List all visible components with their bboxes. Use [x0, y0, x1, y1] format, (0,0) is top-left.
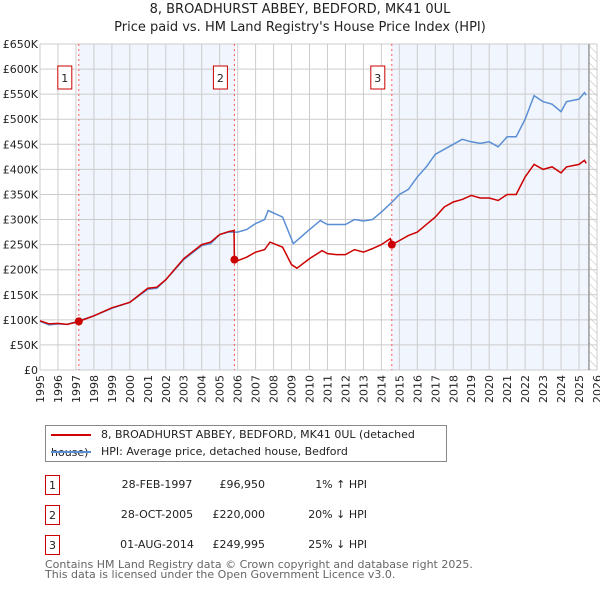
x-tick-label: 2021	[501, 375, 514, 403]
y-tick-label: £500K	[3, 113, 39, 126]
sale-label: 3	[374, 72, 381, 85]
x-tick-label: 1999	[106, 375, 119, 403]
blue-line-icon	[51, 451, 91, 453]
x-tick-label: 2016	[411, 375, 424, 403]
x-tick-label: 2009	[286, 375, 299, 403]
x-tick-label: 2007	[250, 375, 263, 403]
transaction-date: 01-AUG-2014	[120, 538, 194, 551]
x-tick-label: 2017	[429, 375, 442, 403]
transaction-hpi: 1% ↑ HPI	[315, 478, 367, 491]
property-price-line	[39, 159, 587, 326]
forecast-hatch	[588, 44, 597, 370]
x-tick-label: 1997	[70, 375, 83, 403]
sale-label-box	[370, 65, 386, 90]
y-tick-label: £100K	[3, 314, 39, 327]
x-tick-label: 2026	[591, 375, 600, 403]
legend-item-property: 8, BROADHURST ABBEY, BEDFORD, MK41 0UL (…	[51, 426, 446, 459]
x-tick-label: 2005	[214, 375, 227, 403]
x-tick-label: 2022	[519, 375, 532, 403]
y-tick-label: £550K	[3, 88, 39, 101]
x-tick-label: 2010	[304, 375, 317, 403]
sale-label: 2	[217, 72, 224, 85]
y-tick-label: £50K	[10, 339, 39, 352]
y-tick-label: £600K	[3, 63, 39, 76]
chart-subtitle: Price paid vs. HM Land Registry's House …	[114, 20, 486, 35]
x-tick-label: 2013	[357, 375, 370, 403]
x-tick-label: 2008	[268, 375, 281, 403]
x-tick-label: 1995	[34, 375, 47, 403]
transaction-hpi: 25% ↓ HPI	[308, 538, 367, 551]
y-tick-label: £450K	[3, 138, 39, 151]
legend-item-hpi: HPI: Average price, detached house, Bedf…	[51, 443, 348, 461]
x-tick-label: 2018	[447, 375, 460, 403]
transaction-number: 3	[45, 535, 60, 555]
x-tick-label: 2003	[178, 375, 191, 403]
x-tick-label: 2014	[375, 375, 388, 403]
transaction-price: £249,995	[212, 538, 266, 551]
chart-title: 8, BROADHURST ABBEY, BEDFORD, MK41 0UL	[149, 2, 451, 17]
x-tick-label: 1998	[88, 375, 101, 403]
x-tick-label: 2002	[160, 375, 173, 403]
sale-point	[230, 255, 239, 264]
y-tick-label: £400K	[3, 163, 39, 176]
x-tick-label: 2019	[465, 375, 478, 403]
y-tick-label: £0	[24, 364, 38, 377]
sale-point	[387, 240, 396, 249]
x-tick-label: 2015	[393, 375, 406, 403]
sale-point	[74, 317, 83, 326]
sale-label: 1	[61, 72, 68, 85]
transaction-hpi: 20% ↓ HPI	[308, 508, 367, 521]
x-tick-label: 2011	[321, 375, 334, 403]
footer: Contains HM Land Registry data © Crown c…	[45, 558, 473, 581]
x-tick-label: 2023	[537, 375, 550, 403]
y-tick-label: £250K	[3, 239, 39, 252]
x-tick-label: 2006	[232, 375, 245, 403]
red-line-icon	[51, 434, 91, 436]
x-tick-label: 2001	[142, 375, 155, 403]
transaction-date: 28-OCT-2005	[120, 508, 194, 521]
sale-label-box	[57, 65, 73, 90]
transaction-number: 2	[45, 505, 60, 525]
shaded-region	[78, 44, 235, 370]
shaded-region	[391, 44, 589, 370]
x-tick-label: 2012	[339, 375, 352, 403]
transaction-date: 28-FEB-1997	[121, 478, 193, 491]
x-tick-label: 2020	[483, 375, 496, 403]
legend: 8, BROADHURST ABBEY, BEDFORD, MK41 0UL (…	[45, 425, 447, 462]
transaction-price: £96,950	[219, 478, 266, 491]
y-tick-label: £200K	[3, 264, 39, 277]
transaction-number: 1	[45, 475, 60, 495]
y-tick-label: £150K	[3, 289, 39, 302]
x-tick-label: 2024	[555, 375, 568, 403]
y-tick-label: £350K	[3, 188, 39, 201]
x-tick-label: 2025	[573, 375, 586, 403]
transaction-price: £220,000	[212, 508, 266, 521]
x-tick-label: 2000	[124, 375, 137, 403]
x-tick-label: 2004	[196, 375, 209, 403]
price-chart: 1995 1996 1997 1998 1999 2000 2001 2002 2003 2004…	[3, 38, 600, 403]
y-tick-label: £300K	[3, 214, 39, 227]
x-tick-label: 1996	[52, 375, 65, 403]
sale-label-box	[212, 65, 228, 90]
y-tick-label: £650K	[3, 38, 39, 51]
